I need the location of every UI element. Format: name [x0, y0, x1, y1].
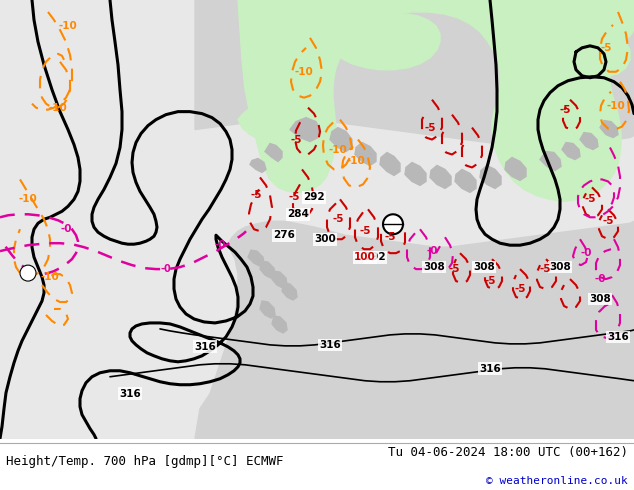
Text: © weatheronline.co.uk: © weatheronline.co.uk — [486, 476, 628, 486]
Polygon shape — [250, 158, 266, 172]
Polygon shape — [260, 261, 275, 278]
Text: -5: -5 — [514, 284, 526, 294]
Text: Tu 04-06-2024 18:00 UTC (00+162): Tu 04-06-2024 18:00 UTC (00+162) — [387, 446, 628, 460]
Text: -5: -5 — [359, 226, 371, 236]
Polygon shape — [480, 166, 501, 188]
Polygon shape — [290, 118, 320, 142]
Text: -0: -0 — [160, 264, 171, 274]
Polygon shape — [505, 157, 526, 180]
Text: -10: -10 — [295, 67, 313, 77]
Text: -5: -5 — [559, 105, 571, 115]
Text: 292: 292 — [303, 193, 325, 202]
Polygon shape — [600, 121, 618, 138]
Text: 300: 300 — [314, 234, 336, 244]
Text: 308: 308 — [589, 294, 611, 304]
Text: -5: -5 — [384, 232, 396, 242]
Text: 316: 316 — [319, 340, 341, 350]
Polygon shape — [455, 170, 476, 193]
Text: -5: -5 — [290, 135, 302, 145]
Polygon shape — [248, 250, 264, 266]
Text: 292: 292 — [364, 252, 386, 262]
Text: -0: -0 — [594, 274, 605, 284]
Text: -10: -10 — [347, 156, 365, 167]
Text: -5: -5 — [585, 195, 596, 204]
Text: -0: -0 — [580, 248, 592, 258]
Text: -5: -5 — [424, 122, 436, 133]
Text: -5: -5 — [602, 216, 614, 226]
Polygon shape — [580, 133, 598, 149]
Text: -10: -10 — [18, 195, 37, 204]
Text: -0: -0 — [426, 246, 437, 256]
Polygon shape — [272, 316, 287, 333]
Text: -5: -5 — [540, 264, 551, 274]
Polygon shape — [570, 32, 630, 76]
Polygon shape — [260, 301, 275, 318]
Text: 100: 100 — [354, 252, 376, 262]
Text: -5: -5 — [332, 214, 344, 224]
Polygon shape — [238, 99, 296, 142]
Polygon shape — [540, 151, 561, 171]
Text: 308: 308 — [423, 262, 445, 272]
Polygon shape — [195, 221, 634, 439]
Polygon shape — [195, 0, 634, 149]
Polygon shape — [272, 271, 287, 288]
Text: 308: 308 — [473, 262, 495, 272]
Text: 316: 316 — [479, 364, 501, 374]
Text: -5: -5 — [250, 190, 262, 200]
Text: Height/Temp. 700 hPa [gdmp][°C] ECMWF: Height/Temp. 700 hPa [gdmp][°C] ECMWF — [6, 455, 284, 468]
Text: -5: -5 — [448, 264, 460, 274]
Text: -0: -0 — [214, 240, 226, 250]
Polygon shape — [355, 143, 376, 166]
Circle shape — [20, 265, 36, 281]
Text: -0: -0 — [60, 224, 72, 234]
Text: -10: -10 — [41, 272, 60, 282]
Polygon shape — [265, 144, 282, 162]
Text: -10: -10 — [328, 145, 347, 154]
Text: -5: -5 — [288, 193, 300, 202]
Text: -10: -10 — [58, 21, 77, 31]
Text: 308: 308 — [549, 262, 571, 272]
Polygon shape — [282, 283, 297, 300]
Text: -5: -5 — [484, 276, 496, 286]
Polygon shape — [380, 152, 400, 175]
Text: -10: -10 — [49, 102, 67, 113]
Circle shape — [383, 214, 403, 234]
Polygon shape — [330, 14, 440, 70]
Polygon shape — [330, 127, 352, 151]
Text: 316: 316 — [119, 389, 141, 399]
Text: 276: 276 — [273, 230, 295, 240]
Polygon shape — [562, 143, 580, 159]
Polygon shape — [238, 0, 634, 201]
Text: 316: 316 — [607, 332, 629, 342]
Text: -5: -5 — [600, 43, 612, 53]
Text: 316: 316 — [194, 342, 216, 352]
Polygon shape — [405, 163, 426, 185]
Text: -10: -10 — [607, 100, 625, 111]
Text: 284: 284 — [287, 209, 309, 220]
Polygon shape — [430, 166, 451, 188]
